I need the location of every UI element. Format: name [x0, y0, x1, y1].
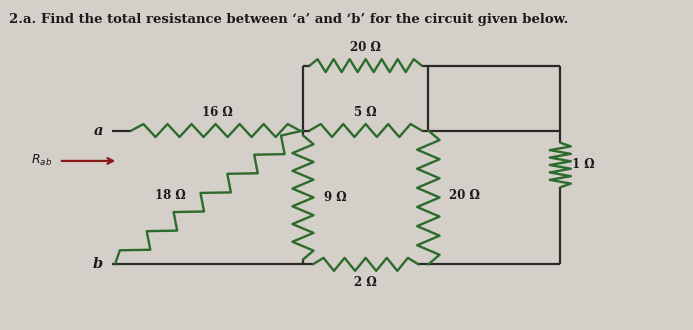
Text: 20 Ω: 20 Ω: [450, 189, 480, 202]
Text: 9 Ω: 9 Ω: [324, 191, 346, 204]
Text: $\mathit{R}_{ab}$: $\mathit{R}_{ab}$: [31, 153, 52, 169]
Text: 16 Ω: 16 Ω: [202, 106, 233, 119]
Text: 20 Ω: 20 Ω: [350, 41, 381, 54]
Text: 2.a. Find the total resistance between ‘a’ and ‘b’ for the circuit given below.: 2.a. Find the total resistance between ‘…: [10, 13, 569, 26]
Text: a: a: [94, 123, 103, 138]
Text: 2 Ω: 2 Ω: [354, 276, 377, 289]
Text: 18 Ω: 18 Ω: [155, 189, 186, 202]
Text: b: b: [93, 257, 103, 271]
Text: 5 Ω: 5 Ω: [354, 106, 377, 119]
Text: 1 Ω: 1 Ω: [572, 158, 595, 172]
